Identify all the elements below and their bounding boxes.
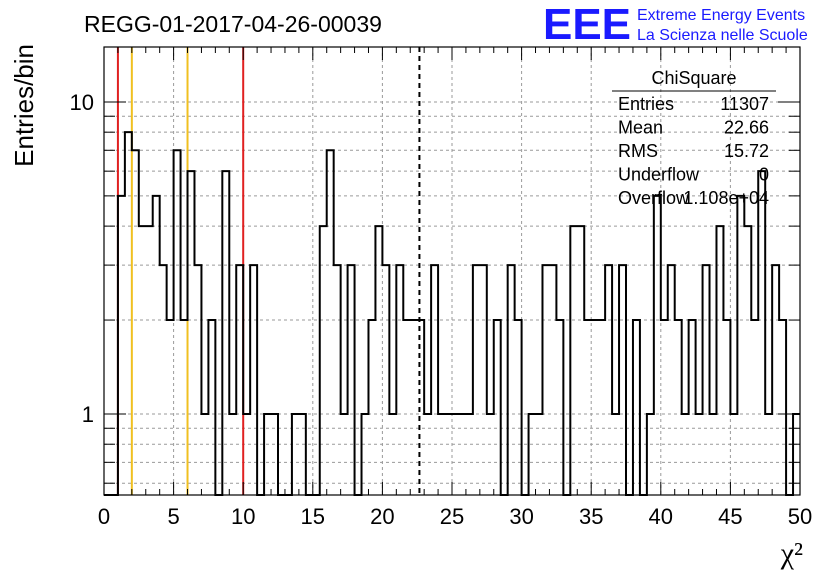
x-tick-label: 50 (788, 504, 812, 529)
x-tick-label: 45 (718, 504, 742, 529)
stats-label: Overflow (618, 188, 690, 208)
stats-label: RMS (618, 141, 658, 161)
eee-logo: EEE Extreme Energy Events La Scienza nel… (543, 0, 808, 49)
stats-label: Mean (618, 118, 663, 138)
y-tick-label: 1 (82, 402, 94, 427)
stats-box: ChiSquare Entries 11307 Mean 22.66 RMS 15.72 U… (612, 68, 776, 208)
x-tick-label: 25 (440, 504, 464, 529)
stats-value: 1.108e+04 (683, 188, 769, 208)
x-tick-label: 15 (301, 504, 325, 529)
x-tick-label: 35 (579, 504, 603, 529)
stats-value: 0 (759, 165, 769, 185)
stats-title: ChiSquare (651, 68, 736, 88)
x-tick-label: 0 (98, 504, 110, 529)
x-tick-label: 5 (167, 504, 179, 529)
x-tick-label: 40 (649, 504, 673, 529)
x-tick-label: 30 (509, 504, 533, 529)
eee-logo-mark: EEE (543, 0, 631, 49)
stats-label: Underflow (618, 165, 700, 185)
y-tick-label: 10 (70, 90, 94, 115)
x-axis-label: χ² (780, 537, 803, 570)
grid-lines (104, 47, 800, 495)
tick-labels: 0 5 10 15 20 25 30 35 40 45 50 1 10 (70, 90, 813, 529)
stats-value: 15.72 (724, 141, 769, 161)
chart-title: REGG-01-2017-04-26-00039 (84, 11, 382, 37)
x-tick-label: 10 (231, 504, 255, 529)
logo-line-2: La Scienza nelle Scuole (637, 27, 808, 44)
axis-ticks (103, 47, 801, 495)
x-tick-label: 20 (370, 504, 394, 529)
stats-label: Entries (618, 94, 674, 114)
y-axis-label: Entries/bin (9, 44, 39, 167)
logo-line-1: Extreme Energy Events (637, 7, 805, 24)
stats-value: 22.66 (724, 118, 769, 138)
stats-value: 11307 (720, 94, 769, 114)
